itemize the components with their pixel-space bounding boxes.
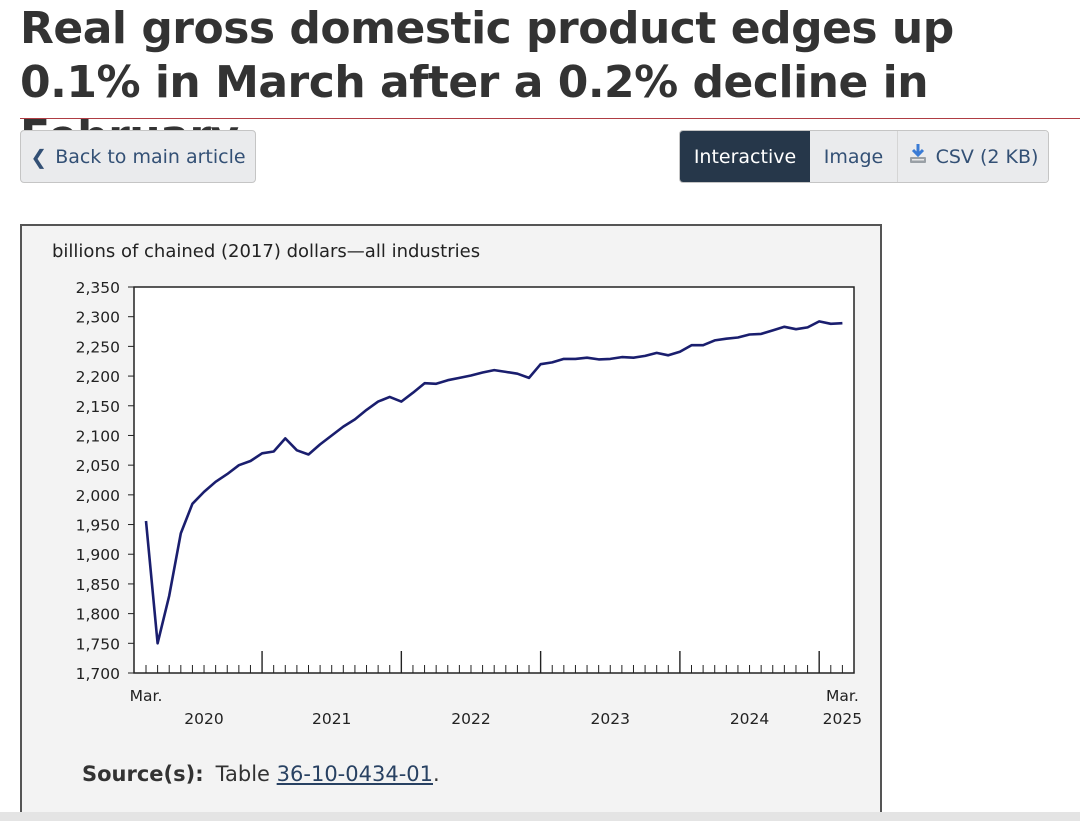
csv-download-button[interactable]: CSV (2 KB): [898, 131, 1048, 182]
y-tick-label: 2,250: [76, 338, 120, 356]
source-label: Source(s):: [82, 762, 204, 786]
y-tick-label: 1,900: [76, 546, 120, 564]
y-tick-label: 1,850: [76, 576, 120, 594]
series-line-all-industries[interactable]: [144, 320, 843, 645]
back-to-main-article-button[interactable]: ❮ Back to main article: [20, 130, 256, 183]
tab-interactive-label: Interactive: [693, 145, 797, 168]
x-axis: Mar. Mar. 2020 2021 2022 2023 2024 2025: [130, 651, 862, 728]
y-tick-label: 2,200: [76, 368, 120, 386]
x-end-month-label: Mar.: [826, 687, 859, 705]
x-year-label: 2022: [451, 710, 490, 728]
y-axis: 1,700 1,750 1,800 1,850 1,900 1,950 2,000 2,050…: [76, 279, 134, 683]
gdp-line-chart[interactable]: billions of chained (2017) dollars—all i…: [22, 226, 884, 818]
source-suffix: .: [433, 762, 440, 786]
y-tick-label: 1,700: [76, 665, 120, 683]
view-tabs: Interactive Image CSV (2 KB): [679, 130, 1049, 183]
title-divider: [20, 118, 1080, 119]
tab-image[interactable]: Image: [810, 131, 898, 182]
y-tick-label: 2,300: [76, 309, 120, 327]
page-title: Real gross domestic product edges up 0.1…: [20, 3, 954, 162]
y-tick-label: 2,100: [76, 427, 120, 445]
x-year-label: 2025: [823, 710, 862, 728]
plot-area: [133, 286, 855, 674]
x-start-month-label: Mar.: [130, 687, 163, 705]
x-year-label: 2020: [184, 710, 223, 728]
chevron-left-icon: ❮: [30, 144, 48, 169]
page-footer-shade: [0, 812, 1080, 821]
y-tick-label: 2,350: [76, 279, 120, 297]
y-tick-label: 1,800: [76, 606, 120, 624]
x-year-label: 2024: [730, 710, 769, 728]
back-button-label: Back to main article: [55, 145, 246, 168]
y-tick-label: 1,750: [76, 635, 120, 653]
source-table-link[interactable]: 36-10-0434-01: [276, 762, 433, 786]
download-icon: [908, 143, 928, 170]
y-tick-label: 1,950: [76, 517, 120, 535]
tab-interactive[interactable]: Interactive: [680, 131, 810, 182]
source-prefix: Table: [215, 762, 270, 786]
tab-image-label: Image: [823, 145, 884, 168]
y-tick-label: 2,050: [76, 457, 120, 475]
tab-csv-label: CSV (2 KB): [935, 145, 1039, 168]
x-year-label: 2021: [312, 710, 351, 728]
chart-container: billions of chained (2017) dollars—all i…: [20, 224, 882, 816]
y-tick-label: 2,000: [76, 487, 120, 505]
source-line: Source(s): Table 36-10-0434-01.: [82, 762, 440, 786]
y-axis-label: billions of chained (2017) dollars—all i…: [52, 241, 480, 262]
x-year-label: 2023: [591, 710, 630, 728]
y-tick-label: 2,150: [76, 398, 120, 416]
